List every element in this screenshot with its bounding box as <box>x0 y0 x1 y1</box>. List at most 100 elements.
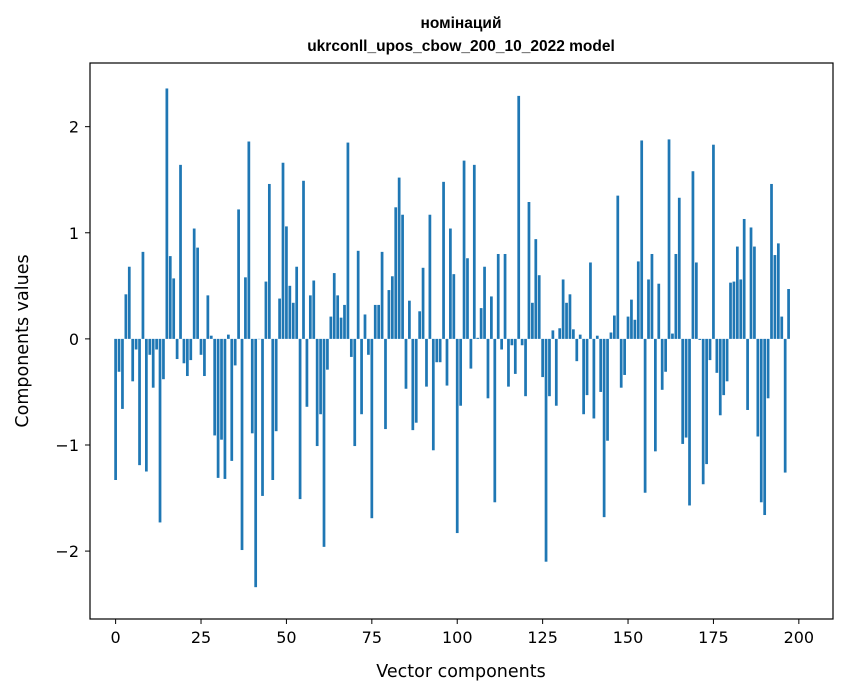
bar-191 <box>766 338 770 399</box>
bar-17 <box>172 278 176 339</box>
bar-11 <box>151 338 155 388</box>
bar-70 <box>353 338 357 447</box>
bar-194 <box>776 243 780 339</box>
bar-40 <box>250 338 254 434</box>
bar-8 <box>141 251 145 339</box>
bar-36 <box>237 209 240 339</box>
bar-154 <box>640 140 644 339</box>
bar-123 <box>534 239 538 339</box>
x-tick-label: 0 <box>111 628 121 647</box>
bar-169 <box>691 171 695 339</box>
bar-60 <box>319 338 322 415</box>
bar-27 <box>206 295 210 339</box>
y-axis-label: Components values <box>13 254 33 427</box>
bar-150 <box>626 316 630 339</box>
bar-20 <box>182 338 186 364</box>
bar-100 <box>455 338 459 534</box>
bar-31 <box>220 338 223 440</box>
bar-164 <box>674 253 678 339</box>
bar-185 <box>746 338 749 410</box>
y-axis-ticks: −2 −1 0 1 2 <box>55 118 90 561</box>
bar-45 <box>267 183 271 339</box>
bar-173 <box>705 338 708 465</box>
bar-1 <box>117 338 121 372</box>
bar-47 <box>274 338 278 432</box>
bar-131 <box>561 279 565 339</box>
bar-56 <box>305 338 309 407</box>
x-tick-label: 200 <box>784 628 815 647</box>
bar-35 <box>233 338 237 366</box>
bar-135 <box>575 338 579 362</box>
bar-43 <box>261 338 264 496</box>
bar-80 <box>387 290 391 339</box>
bar-91 <box>425 338 428 387</box>
bar-156 <box>647 279 650 339</box>
bar-41 <box>254 338 258 588</box>
bar-74 <box>367 338 370 355</box>
bar-139 <box>589 262 592 339</box>
bar-145 <box>609 332 613 339</box>
bar-149 <box>623 338 626 375</box>
bar-16 <box>168 256 172 339</box>
bar-46 <box>271 338 275 480</box>
bar-88 <box>414 338 418 423</box>
bar-28 <box>209 335 213 339</box>
bar-190 <box>763 338 767 516</box>
bar-94 <box>435 338 439 363</box>
bar-162 <box>667 139 671 339</box>
bar-141 <box>595 335 599 339</box>
bar-104 <box>469 338 473 369</box>
bar-171 <box>698 338 702 340</box>
y-tick-label: 0 <box>69 330 79 349</box>
bar-146 <box>613 315 616 339</box>
bar-51 <box>288 285 292 339</box>
bar-32 <box>223 338 227 479</box>
bar-140 <box>592 338 596 419</box>
bar-77 <box>377 304 381 339</box>
bar-183 <box>739 279 743 339</box>
bar-127 <box>548 338 551 397</box>
bar-10 <box>148 338 152 355</box>
bar-115 <box>507 338 510 387</box>
bar-195 <box>780 316 784 339</box>
bar-37 <box>240 338 244 551</box>
bar-33 <box>226 334 230 339</box>
bar-114 <box>503 253 507 339</box>
bar-49 <box>281 162 285 339</box>
bar-75 <box>370 338 374 519</box>
bar-166 <box>681 338 685 444</box>
x-tick-label: 25 <box>191 628 211 647</box>
bar-23 <box>192 228 196 339</box>
bar-5 <box>131 338 135 382</box>
bar-13 <box>158 338 162 523</box>
bar-52 <box>291 302 295 339</box>
bar-69 <box>349 338 353 357</box>
bar-62 <box>326 338 329 370</box>
bar-155 <box>643 338 647 493</box>
x-axis-label: Vector components <box>376 662 545 682</box>
bar-3 <box>124 294 128 339</box>
bar-19 <box>179 164 182 339</box>
bar-184 <box>742 218 746 339</box>
x-axis-ticks: 0 25 50 75 100 125 150 175 200 <box>111 619 815 647</box>
bar-148 <box>619 338 623 388</box>
bar-15 <box>165 88 169 339</box>
bar-30 <box>216 338 220 478</box>
bar-102 <box>462 160 466 339</box>
bar-130 <box>558 328 562 339</box>
bar-99 <box>452 274 456 339</box>
bar-106 <box>476 337 480 339</box>
bar-72 <box>360 338 363 415</box>
bar-187 <box>753 246 756 339</box>
bar-61 <box>322 338 326 547</box>
bar-14 <box>162 338 165 380</box>
bar-176 <box>715 338 719 373</box>
bar-24 <box>196 247 199 339</box>
bar-180 <box>729 282 732 339</box>
bar-192 <box>770 183 773 339</box>
bar-158 <box>654 338 657 452</box>
bar-153 <box>636 261 640 339</box>
bar-39 <box>247 141 251 339</box>
bar-82 <box>394 207 398 339</box>
